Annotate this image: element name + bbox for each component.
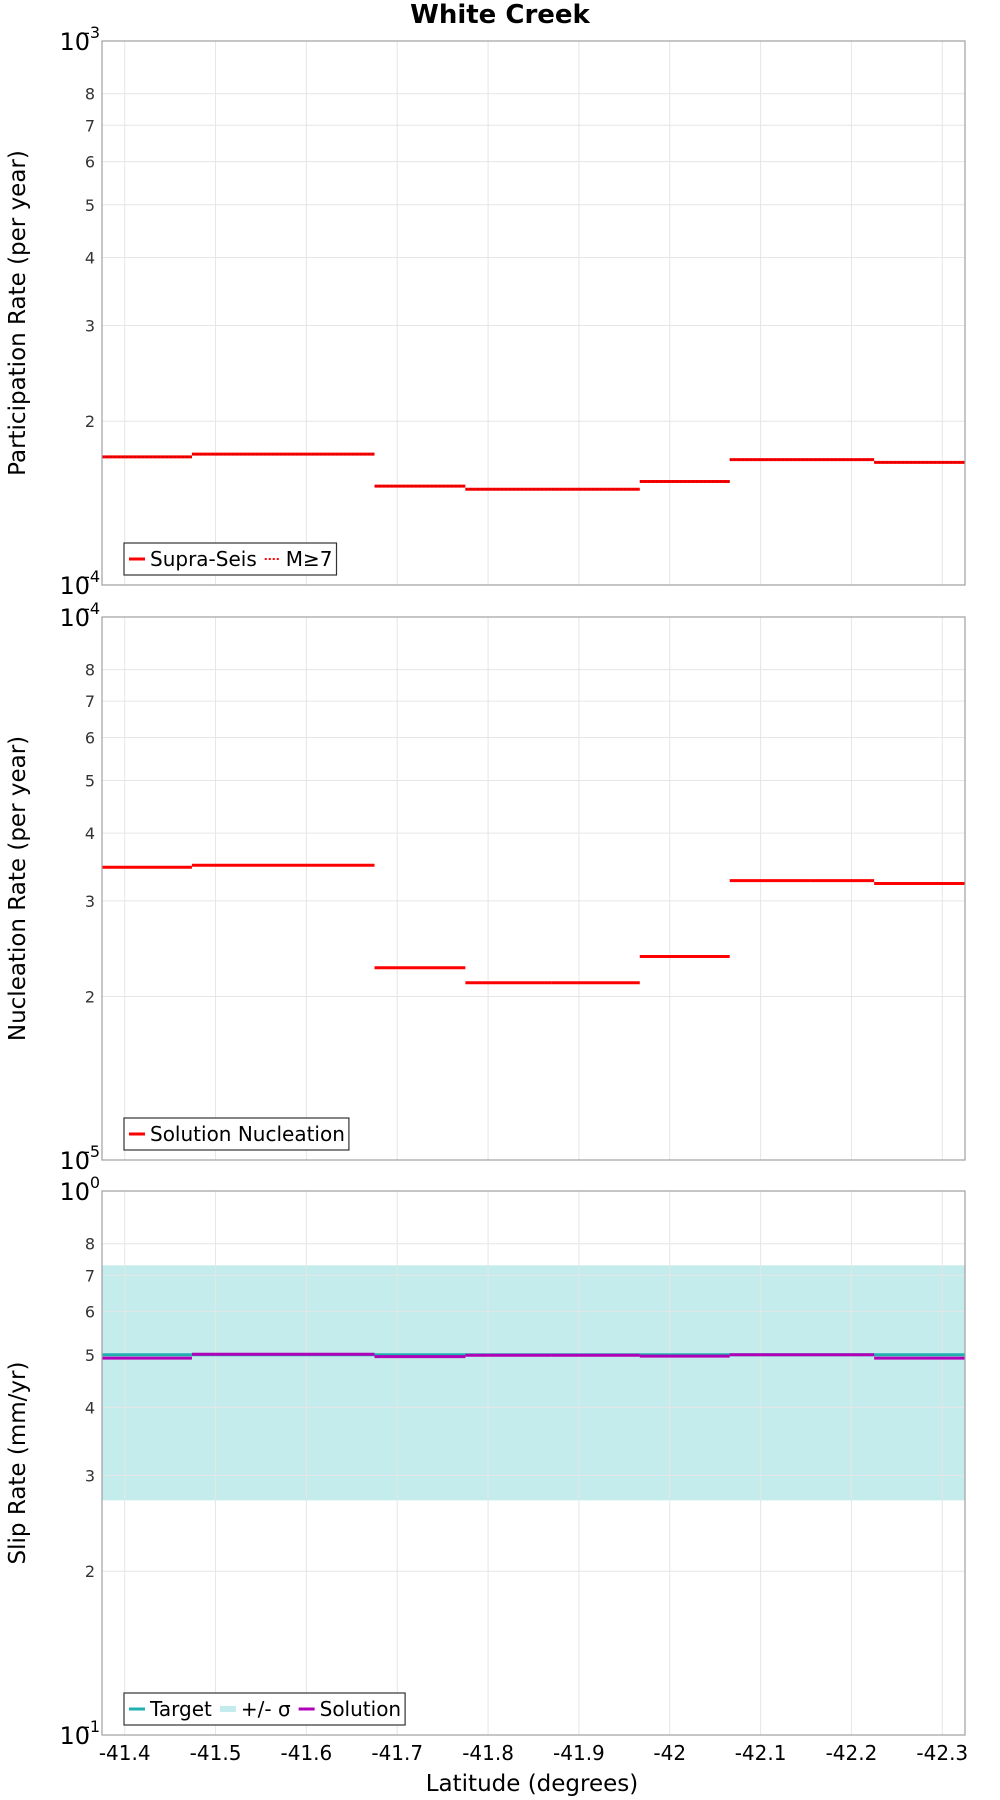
y-axis-label: Slip Rate (mm/yr) (5, 1362, 31, 1565)
plot-border (101, 40, 966, 586)
y-tick-label: 3 (85, 892, 95, 911)
y-decade-label: 10 (59, 572, 90, 600)
y-tick-label: 7 (85, 1266, 95, 1285)
y-tick-label: 8 (85, 1235, 95, 1254)
y-decade-label: 10 (59, 1722, 90, 1750)
y-decade-label: 10 (59, 604, 90, 632)
y-tick-label: 5 (85, 771, 95, 790)
plot-area (102, 617, 965, 1160)
legend-label: Solution Nucleation (150, 1122, 345, 1146)
plot-area (102, 41, 965, 585)
y-decade-exponent: -3 (84, 23, 100, 42)
y-tick-label: 5 (85, 196, 95, 215)
y-tick-label: 2 (85, 1562, 95, 1581)
y-tick-label: 2 (85, 412, 95, 431)
y-tick-label: 4 (85, 248, 95, 267)
x-tick-label: -41.5 (190, 1741, 242, 1765)
y-decade-label: 10 (59, 28, 90, 56)
x-tick-label: -41.7 (371, 1741, 423, 1765)
y-tick-label: 2 (85, 988, 95, 1007)
y-decade-exponent: -5 (84, 1142, 100, 1161)
legend: Solution Nucleation (123, 1117, 350, 1151)
legend: Target +/- σ Solution (123, 1692, 406, 1726)
y-axis-label: Nucleation Rate (per year) (5, 736, 31, 1041)
y-tick-label: 4 (85, 824, 95, 843)
x-tick-label: -41.8 (462, 1741, 514, 1765)
y-tick-label: 6 (85, 1303, 95, 1322)
legend-label: M≥7 (286, 547, 333, 571)
x-tick-label: -42.2 (826, 1741, 878, 1765)
y-decade-label: 10 (59, 1178, 90, 1206)
y-decade-exponent: -1 (84, 1717, 100, 1736)
x-tick-label: -41.4 (99, 1741, 151, 1765)
legend-box (123, 1117, 350, 1151)
chart-title: White Creek (410, 0, 590, 30)
y-tick-label: 7 (85, 116, 95, 135)
legend-box (123, 1692, 406, 1726)
plot-border (101, 1190, 966, 1736)
plot-border (101, 616, 966, 1161)
legend-box (123, 542, 338, 576)
y-decade-exponent: -4 (84, 567, 100, 586)
legend-label: Solution (320, 1697, 401, 1721)
y-tick-label: 7 (85, 692, 95, 711)
legend-label: Target (149, 1697, 212, 1721)
sigma-band (102, 1265, 965, 1501)
x-tick-label: -41.6 (281, 1741, 333, 1765)
y-tick-label: 8 (85, 661, 95, 680)
legend-label: Supra-Seis (150, 547, 257, 571)
y-decade-label: 10 (59, 1147, 90, 1175)
x-axis-label: Latitude (degrees) (426, 1771, 639, 1797)
y-tick-label: 6 (85, 153, 95, 172)
y-tick-label: 6 (85, 728, 95, 747)
y-tick-label: 5 (85, 1346, 95, 1365)
legend: Supra-Seis M≥7 (123, 542, 338, 576)
y-tick-label: 3 (85, 316, 95, 335)
y-decade-exponent: 0 (90, 1173, 100, 1192)
legend-label: +/- σ (241, 1697, 291, 1721)
x-tick-label: -42.1 (735, 1741, 787, 1765)
x-tick-label: -41.9 (553, 1741, 605, 1765)
y-decade-exponent: -4 (84, 599, 100, 618)
y-axis-label: Participation Rate (per year) (5, 150, 31, 476)
y-tick-label: 4 (85, 1398, 95, 1417)
y-tick-label: 8 (85, 85, 95, 104)
y-tick-label: 3 (85, 1466, 95, 1485)
x-tick-label: -42 (653, 1741, 686, 1765)
x-tick-label: -42.3 (916, 1741, 968, 1765)
